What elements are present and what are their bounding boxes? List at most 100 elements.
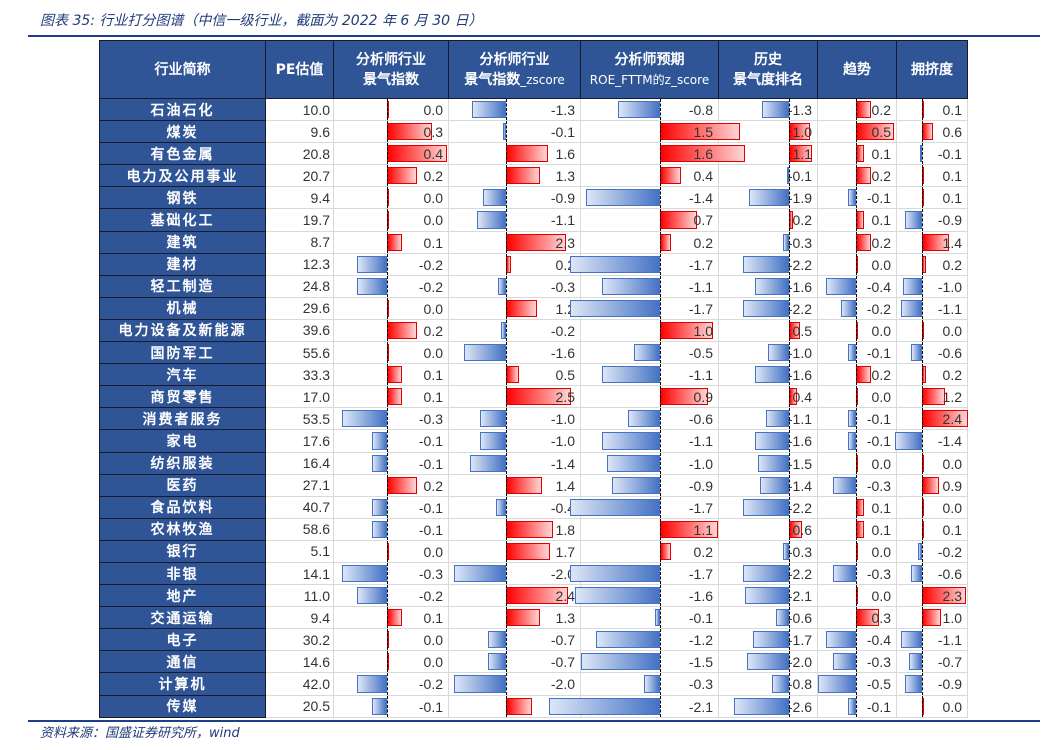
pe-value: 17.6 xyxy=(265,429,334,453)
positive-bar xyxy=(506,476,543,494)
zero-axis xyxy=(789,695,790,717)
zero-axis xyxy=(856,253,857,275)
industry-name: 传媒 xyxy=(99,694,266,718)
pe-value: 58.6 xyxy=(265,517,334,541)
zero-axis xyxy=(856,629,857,651)
cell-value: 0.4 xyxy=(423,146,443,163)
table-row: 银行 5.1 0.0 1.7 0.2 -0.3 0.0 -0.2 xyxy=(99,539,968,563)
cell-value: 0.0 xyxy=(871,543,891,560)
zero-axis xyxy=(660,651,661,673)
industry-name: 石油石化 xyxy=(99,97,266,122)
cell-value: -0.1 xyxy=(866,698,891,715)
positive-bar xyxy=(856,233,872,251)
analyst-index-cell: -0.1 xyxy=(333,451,449,475)
zero-axis xyxy=(856,673,857,695)
zero-axis xyxy=(660,496,661,518)
zero-axis xyxy=(660,629,661,651)
trend-cell: -0.2 xyxy=(817,296,897,320)
zero-axis xyxy=(789,253,790,275)
negative-bar xyxy=(818,675,856,693)
zero-axis xyxy=(789,121,790,143)
zero-axis xyxy=(660,518,661,540)
zero-axis xyxy=(856,607,857,629)
negative-bar xyxy=(601,432,660,450)
cell-value: -0.3 xyxy=(866,654,891,671)
crowding-cell: 2.4 xyxy=(896,407,968,431)
analyst-index-zscore-cell: -1.3 xyxy=(448,97,581,122)
cell-value: 0.2 xyxy=(871,234,891,251)
table-row: 建筑 8.7 0.1 2.3 0.2 -0.3 0.2 1.4 xyxy=(99,230,968,254)
crowding-cell: 1.2 xyxy=(896,385,968,409)
zero-axis xyxy=(387,297,388,319)
industry-name: 食品饮料 xyxy=(99,495,266,519)
analyst-index-zscore-cell: -0.2 xyxy=(448,318,581,343)
zero-axis xyxy=(660,165,661,187)
cell-value: -0.7 xyxy=(550,654,575,671)
crowding-cell: -0.6 xyxy=(896,561,968,586)
crowding-cell: 1.4 xyxy=(896,230,968,254)
cell-value: -0.7 xyxy=(550,632,575,649)
cell-value: -1.7 xyxy=(787,632,812,649)
negative-bar xyxy=(569,299,660,317)
analyst-index-zscore-cell: -0.7 xyxy=(448,628,581,652)
zero-axis xyxy=(922,518,923,540)
zero-axis xyxy=(387,364,388,386)
negative-bar xyxy=(464,344,506,362)
cell-value: 0.4 xyxy=(792,389,812,406)
negative-bar xyxy=(848,432,856,450)
roe-zscore-cell: -0.1 xyxy=(580,606,719,630)
zero-axis xyxy=(922,319,923,342)
crowding-cell: -1.0 xyxy=(896,274,968,298)
cell-value: 0.1 xyxy=(871,212,891,229)
history-rank-cell: -0.1 xyxy=(718,164,818,188)
pe-value: 12.3 xyxy=(265,252,334,276)
zero-axis xyxy=(506,452,507,474)
zero-axis xyxy=(387,518,388,540)
positive-bar xyxy=(856,498,864,516)
cell-value: -0.2 xyxy=(418,278,443,295)
history-rank-cell: -2.0 xyxy=(718,650,818,674)
analyst-index-zscore-cell: 2.5 xyxy=(448,385,581,409)
cell-value: -1.9 xyxy=(787,190,812,207)
negative-bar xyxy=(920,145,922,163)
cell-value: -0.8 xyxy=(688,102,713,118)
negative-bar xyxy=(357,587,387,605)
negative-bar xyxy=(454,564,506,583)
zero-axis xyxy=(922,99,923,121)
analyst-index-cell: 0.1 xyxy=(333,606,449,630)
analyst-index-cell: -0.1 xyxy=(333,694,449,718)
zero-axis xyxy=(506,474,507,496)
industry-name: 煤炭 xyxy=(99,120,266,144)
positive-bar xyxy=(387,321,417,340)
zero-axis xyxy=(856,452,857,474)
negative-bar xyxy=(633,344,660,362)
zero-axis xyxy=(922,607,923,629)
analyst-index-zscore-cell: -1.0 xyxy=(448,429,581,453)
cell-value: 0.0 xyxy=(871,322,891,339)
positive-bar xyxy=(856,366,872,384)
cell-value: 0.6 xyxy=(942,124,962,141)
zero-axis xyxy=(506,386,507,408)
crowding-cell: -1.1 xyxy=(896,296,968,320)
industry-name: 商贸零售 xyxy=(99,385,266,409)
cell-value: 0.0 xyxy=(423,543,443,560)
negative-bar xyxy=(757,454,789,472)
zero-axis xyxy=(789,607,790,629)
history-rank-cell: 1.1 xyxy=(718,142,818,166)
cell-value: -0.1 xyxy=(866,190,891,207)
positive-bar xyxy=(922,609,941,627)
trend-cell: -0.4 xyxy=(817,274,897,298)
zero-axis xyxy=(789,430,790,452)
cell-value: -0.2 xyxy=(418,256,443,273)
zero-axis xyxy=(506,253,507,275)
cell-value: 0.2 xyxy=(693,543,713,560)
history-rank-cell: -1.6 xyxy=(718,363,818,387)
zero-axis xyxy=(922,651,923,673)
cell-value: 1.6 xyxy=(555,146,575,163)
analyst-index-zscore-cell: -0.1 xyxy=(448,120,581,144)
cell-value: 1.3 xyxy=(555,168,575,185)
source-note: 资料来源：国盛证券研究所，wind xyxy=(40,726,240,741)
table-row: 电力设备及新能源 39.6 0.2 -0.2 1.0 0.5 0.0 0.0 xyxy=(99,318,968,343)
zero-axis xyxy=(789,562,790,585)
roe-zscore-cell: -0.3 xyxy=(580,672,719,696)
